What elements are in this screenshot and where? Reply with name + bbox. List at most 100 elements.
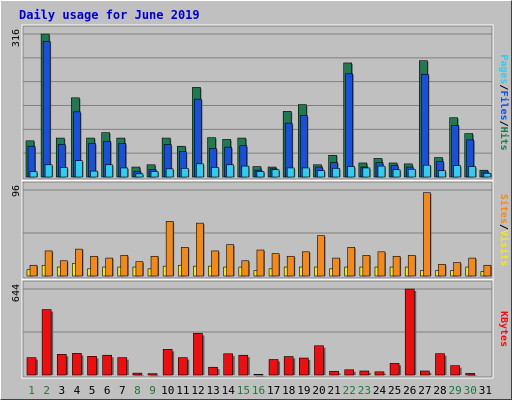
pages-bar-day-29 xyxy=(453,165,461,178)
kbytes-bar-day-27 xyxy=(420,370,430,376)
panel-1-border xyxy=(21,24,494,181)
pages-bar-day-24 xyxy=(377,165,386,178)
day-label-11: 11 xyxy=(176,384,189,397)
sites-bar-day-15 xyxy=(241,260,250,277)
files-bar-day-2 xyxy=(42,40,51,178)
legend-bottom: KBytes xyxy=(498,311,509,347)
day-label-2: 2 xyxy=(43,384,50,397)
day-label-12: 12 xyxy=(191,384,204,397)
kbytes-bar-day-24 xyxy=(374,371,385,376)
day-label-17: 17 xyxy=(267,384,280,397)
sites-bar-day-5 xyxy=(90,255,98,277)
sites-bar-day-13 xyxy=(211,250,219,277)
day-label-23: 23 xyxy=(358,384,371,397)
sites-bar-day-2 xyxy=(44,250,53,277)
sites-bar-day-24 xyxy=(377,251,386,277)
day-label-30: 30 xyxy=(464,384,477,397)
legend-sites: Sites xyxy=(498,194,510,224)
sites-bar-day-17 xyxy=(271,253,280,277)
day-label-6: 6 xyxy=(104,384,111,397)
pages-bar-day-15 xyxy=(241,165,250,178)
sites-bar-day-4 xyxy=(75,248,83,277)
pages-bar-day-19 xyxy=(302,167,310,178)
kbytes-bar-day-14 xyxy=(223,353,233,376)
day-label-10: 10 xyxy=(161,384,174,397)
pages-bar-day-21 xyxy=(332,168,340,178)
chart-title: Daily usage for June 2019 xyxy=(19,8,200,22)
kbytes-bar-day-9 xyxy=(147,373,158,376)
kbytes-bar-day-5 xyxy=(87,356,97,376)
day-label-9: 9 xyxy=(149,384,156,397)
kbytes-bar-day-19 xyxy=(299,357,309,376)
pages-bar-day-12 xyxy=(196,163,204,178)
legend-sep: / xyxy=(498,224,509,230)
kbytes-bar-day-1 xyxy=(26,357,37,376)
day-label-3: 3 xyxy=(59,384,66,397)
panel-3-ymax-label: 644 xyxy=(11,284,22,302)
pages-bar-day-5 xyxy=(90,170,98,178)
kbytes-bar-day-10 xyxy=(162,349,173,376)
sites-bar-day-6 xyxy=(105,257,113,277)
panel-2-ymax-label: 96 xyxy=(11,185,22,197)
sites-bar-day-26 xyxy=(407,255,416,277)
day-label-31: 31 xyxy=(479,384,492,397)
kbytes-bar-day-11 xyxy=(177,357,188,376)
kbytes-bar-day-8 xyxy=(132,372,143,376)
day-label-14: 14 xyxy=(222,384,236,397)
kbytes-bar-day-18 xyxy=(283,356,294,376)
sites-bar-day-28 xyxy=(438,264,446,277)
sites-bar-day-18 xyxy=(286,255,295,277)
kbytes-bar-day-4 xyxy=(72,353,82,376)
sites-bar-day-25 xyxy=(392,255,401,277)
day-label-27: 27 xyxy=(418,384,431,397)
kbytes-bar-day-23 xyxy=(359,370,370,376)
pages-bar-day-17 xyxy=(271,169,280,178)
day-label-4: 4 xyxy=(74,384,81,397)
day-label-15: 15 xyxy=(237,384,250,397)
legend-kbytes: KBytes xyxy=(498,311,509,347)
kbytes-bar-day-7 xyxy=(117,357,128,376)
day-label-22: 22 xyxy=(343,384,356,397)
pages-bar-day-20 xyxy=(317,170,325,178)
kbytes-bar-day-2 xyxy=(41,309,52,376)
panel-1-ymax-label: 316 xyxy=(11,29,22,47)
pages-bar-day-30 xyxy=(468,166,477,178)
pages-bar-day-3 xyxy=(59,167,68,178)
day-label-13: 13 xyxy=(206,384,219,397)
sites-bar-day-9 xyxy=(150,255,159,277)
day-label-5: 5 xyxy=(89,384,96,397)
sites-bar-day-1 xyxy=(29,264,38,277)
pages-bar-day-4 xyxy=(75,160,83,178)
legend-pages: Pages xyxy=(498,54,509,84)
sites-bar-day-23 xyxy=(362,255,371,277)
day-label-28: 28 xyxy=(433,384,446,397)
day-label-16: 16 xyxy=(252,384,265,397)
pages-bar-day-9 xyxy=(150,171,159,178)
legend-middle: Sites/Visits xyxy=(498,194,510,266)
sites-bar-day-12 xyxy=(196,222,204,277)
pages-bar-day-18 xyxy=(286,167,295,178)
pages-bar-day-7 xyxy=(120,167,129,178)
sites-bar-day-30 xyxy=(468,257,477,277)
kbytes-bar-day-22 xyxy=(344,369,355,376)
kbytes-bar-day-30 xyxy=(465,373,476,376)
kbytes-bar-day-17 xyxy=(268,359,279,376)
pages-bar-day-26 xyxy=(407,169,416,178)
sites-bar-day-16 xyxy=(256,249,265,277)
legend-sep: / xyxy=(498,121,509,127)
pages-bar-day-27 xyxy=(423,164,431,178)
sites-bar-day-3 xyxy=(59,260,68,277)
day-label-21: 21 xyxy=(328,384,341,397)
kbytes-bar-day-3 xyxy=(56,354,67,376)
pages-bar-day-31 xyxy=(483,173,492,178)
sites-bar-day-7 xyxy=(120,255,129,277)
day-label-20: 20 xyxy=(312,384,325,397)
day-label-19: 19 xyxy=(297,384,310,397)
sites-bar-day-14 xyxy=(226,244,234,277)
kbytes-bar-day-13 xyxy=(208,366,218,376)
pages-bar-day-8 xyxy=(135,173,144,178)
pages-bar-day-16 xyxy=(256,171,265,178)
pages-bar-day-14 xyxy=(226,164,234,178)
sites-bar-day-19 xyxy=(302,251,310,277)
